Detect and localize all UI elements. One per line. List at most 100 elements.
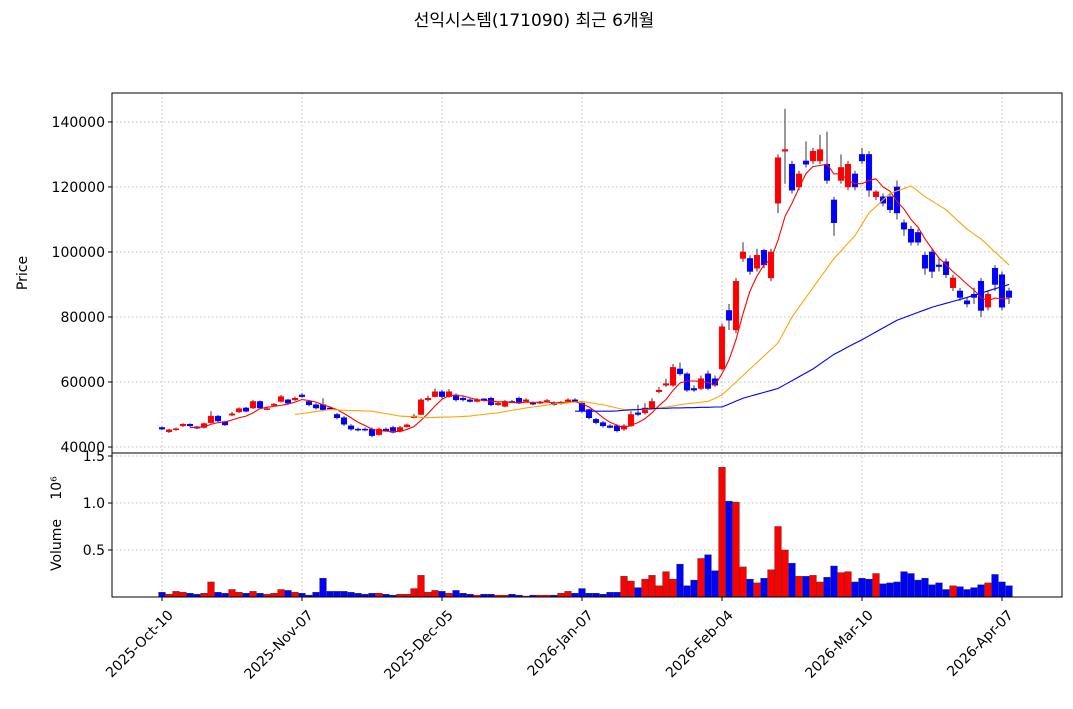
volume-bar — [319, 578, 327, 598]
candle-body — [347, 425, 355, 430]
volume-panel-frame — [111, 452, 1063, 598]
volume-bar — [907, 573, 915, 598]
candle-body — [522, 399, 530, 402]
candle-body — [417, 399, 425, 415]
candle-body — [242, 407, 250, 412]
chart-title: 선익시스템(171090) 최근 6개월 — [414, 11, 655, 31]
candle-body — [942, 261, 950, 275]
volume-bar — [354, 593, 362, 598]
volume-bar — [655, 585, 663, 598]
candle-body — [858, 154, 866, 162]
candle-body — [690, 388, 698, 391]
volume-bar — [900, 571, 908, 598]
volume-bar — [312, 592, 320, 598]
candle-body — [354, 428, 362, 431]
candle-body — [424, 397, 432, 401]
y-axis-label: Price — [15, 256, 31, 290]
x-tick-label: 2026-Mar-10 — [802, 607, 876, 681]
volume-bar — [235, 592, 243, 598]
volume-bar — [984, 582, 992, 598]
volume-bar — [284, 590, 292, 598]
x-tick-label: 2026-Jan-07 — [525, 607, 597, 679]
volume-bar — [634, 587, 642, 598]
candle-body — [158, 427, 166, 430]
candle-body — [291, 397, 299, 401]
candle-body — [207, 415, 215, 423]
volume-bar — [277, 589, 285, 598]
candle-body — [956, 290, 964, 298]
volume-bar — [998, 581, 1006, 598]
candle-body — [256, 401, 264, 409]
volume-bar — [172, 591, 180, 598]
volume-bar — [893, 581, 901, 598]
volume-bar — [823, 577, 831, 598]
candle-body — [998, 274, 1006, 308]
volume-bar — [991, 574, 999, 598]
volume-bar — [767, 569, 775, 598]
volume-bar — [970, 587, 978, 598]
candle-body — [298, 394, 306, 397]
candle-body — [312, 404, 320, 409]
volume-bar — [207, 581, 215, 598]
volume-bar — [571, 593, 579, 598]
volume-bar — [949, 585, 957, 598]
volume-bar — [725, 500, 733, 598]
candle-body — [564, 399, 572, 402]
volume-bar — [746, 578, 754, 598]
volume-bar — [557, 593, 565, 598]
moving-average-line — [294, 185, 1010, 419]
volume-bar — [704, 554, 712, 598]
volume-bar — [669, 578, 677, 598]
volume-bar — [690, 579, 698, 598]
candle-body — [935, 264, 943, 267]
candle-body — [599, 422, 607, 427]
candle-body — [277, 396, 285, 402]
volume-bar — [298, 593, 306, 598]
volume-bar — [417, 575, 425, 598]
volume-bar — [844, 571, 852, 598]
volume-bar — [760, 578, 768, 598]
volume-bar — [445, 593, 453, 598]
volume-bar — [585, 593, 593, 598]
volume-bar — [872, 573, 880, 598]
candle-body — [186, 423, 194, 427]
volume-bar — [459, 593, 467, 598]
volume-bar — [200, 593, 208, 598]
candle-body — [802, 160, 810, 165]
volume-bar — [620, 576, 628, 598]
volume-bar — [1005, 585, 1013, 598]
candle-body — [746, 258, 754, 272]
volume-bar — [739, 566, 747, 598]
candle-body — [676, 368, 684, 375]
candle-body — [1005, 290, 1013, 298]
candle-body — [991, 267, 999, 285]
volume-axis-label: Volume — [49, 519, 65, 571]
y-tick-label: 80000 — [60, 310, 105, 326]
volume-bar — [249, 591, 257, 598]
volume-bar — [424, 592, 432, 598]
candle-body — [669, 367, 677, 386]
candle-body — [893, 186, 901, 214]
candle-body — [445, 391, 453, 397]
volume-bar — [711, 570, 719, 598]
volume-bar — [214, 592, 222, 598]
candle-body — [529, 402, 537, 405]
candle-body — [228, 413, 236, 416]
y-tick-label: 120000 — [52, 180, 105, 196]
candle-body — [753, 254, 761, 269]
volume-bar — [809, 575, 817, 598]
candle-body — [732, 280, 740, 331]
volume-bar — [158, 592, 166, 598]
volume-bar — [186, 593, 194, 598]
volume-bar — [410, 588, 418, 598]
candle-body — [543, 400, 551, 402]
candle-body — [809, 150, 817, 162]
candle-body — [914, 232, 922, 243]
volume-bar — [935, 582, 943, 598]
volume-bar — [732, 501, 740, 598]
volume-bar — [256, 593, 264, 598]
volume-bar — [648, 575, 656, 598]
x-tick-label: 2025-Dec-05 — [381, 607, 456, 682]
candle-body — [270, 403, 278, 406]
